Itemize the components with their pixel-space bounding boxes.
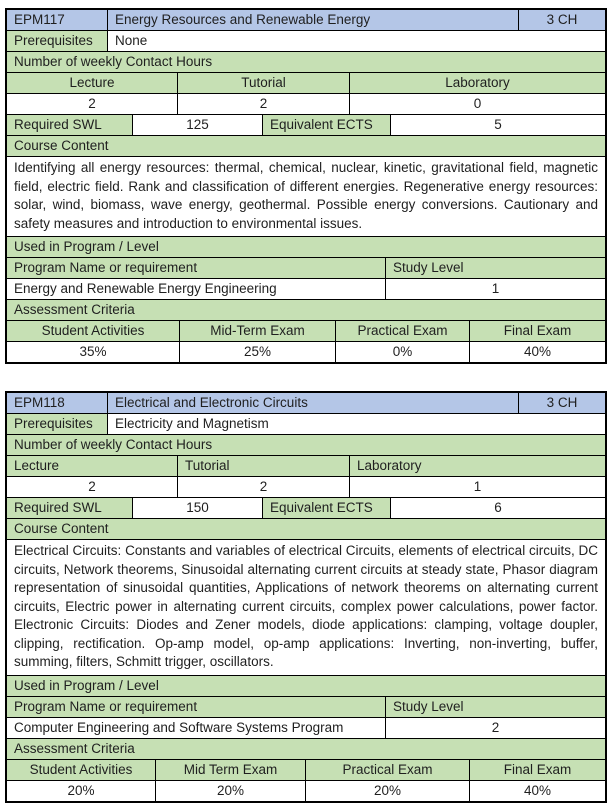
- equivalent-ects-value: 5: [390, 115, 605, 135]
- laboratory-header: Laboratory: [349, 456, 605, 476]
- course-title: Electrical and Electronic Circuits: [107, 393, 518, 413]
- contact-hours-labels-row: Lecture Tutorial Laboratory: [7, 72, 605, 93]
- course-content-header: Course Content: [7, 519, 605, 539]
- equivalent-ects-label: Equivalent ECTS: [262, 115, 390, 135]
- equivalent-ects-value: 6: [390, 498, 605, 518]
- program-name-header: Program Name or requirement: [7, 696, 385, 717]
- course-content-text: Electrical Circuits: Constants and varia…: [14, 543, 598, 669]
- assessment-value-cell: 40%: [469, 342, 605, 362]
- program-name-header: Program Name or requirement: [7, 258, 385, 278]
- prerequisites-row: Prerequisites None: [7, 30, 605, 51]
- assessment-labels-row: Student Activities Mid Term Exam Practic…: [7, 758, 605, 780]
- required-swl-label: Required SWL: [7, 498, 132, 518]
- program-level-labels-row: Program Name or requirement Study Level: [7, 257, 605, 278]
- laboratory-hours: 0: [349, 94, 605, 114]
- assessment-value-cell: 35%: [79, 344, 107, 359]
- course-content-text: Identifying all energy resources: therma…: [14, 160, 598, 231]
- prerequisites-label: Prerequisites: [7, 414, 107, 434]
- course-content-header: Course Content: [7, 136, 605, 156]
- prerequisites-value: None: [107, 31, 605, 51]
- program-name-value: Energy and Renewable Energy Engineering: [14, 281, 277, 296]
- tutorial-hours: 2: [177, 477, 349, 497]
- contact-hours-header: Number of weekly Contact Hours: [7, 435, 605, 455]
- required-swl-value: 125: [132, 115, 262, 135]
- assessment-header-row: Assessment Criteria: [7, 299, 605, 320]
- assessment-criteria-header: Assessment Criteria: [7, 738, 605, 759]
- course-content-row: Electrical Circuits: Constants and varia…: [7, 539, 605, 675]
- assessment-values-row: 20% 20% 20% 40%: [7, 779, 605, 801]
- program-name-value: Computer Engineering and Software System…: [14, 719, 344, 735]
- used-in-program-header: Used in Program / Level: [7, 675, 605, 696]
- study-level-value: 2: [385, 717, 605, 738]
- course-code: EPM118: [7, 393, 107, 413]
- assessment-value-cell: 0%: [335, 342, 469, 362]
- prerequisites-value: Electricity and Magnetism: [107, 414, 605, 434]
- assessment-header-cell: Student Activities: [7, 321, 179, 341]
- program-level-labels-row: Program Name or requirement Study Level: [7, 695, 605, 717]
- lecture-hours: 2: [88, 96, 96, 111]
- assessment-value-cell: 40%: [469, 780, 605, 801]
- tutorial-hours: 2: [177, 94, 349, 114]
- course-header-row: EPM118 Electrical and Electronic Circuit…: [7, 393, 605, 413]
- contact-hours-header-row: Number of weekly Contact Hours: [7, 434, 605, 455]
- course-header-row: EPM117 Energy Resources and Renewable En…: [7, 10, 605, 30]
- prerequisites-row: Prerequisites Electricity and Magnetism: [7, 413, 605, 434]
- course-content-row: Identifying all energy resources: therma…: [7, 156, 605, 236]
- course-content-header-row: Course Content: [7, 518, 605, 539]
- lecture-header: Lecture: [7, 73, 177, 93]
- course-table-epm118: EPM118 Electrical and Electronic Circuit…: [5, 391, 607, 803]
- contact-hours-labels-row: Lecture Tutorial Laboratory: [7, 455, 605, 476]
- required-swl-value: 150: [132, 498, 262, 518]
- program-level-values-row: Energy and Renewable Energy Engineering …: [7, 278, 605, 299]
- assessment-header-cell: Student Activities: [7, 759, 155, 780]
- assessment-header-cell: Practical Exam: [335, 321, 469, 341]
- assessment-criteria-header: Assessment Criteria: [7, 300, 605, 320]
- used-in-program-header-row: Used in Program / Level: [7, 674, 605, 696]
- assessment-value-cell: 25%: [179, 342, 335, 362]
- course-title: Energy Resources and Renewable Energy: [107, 10, 518, 30]
- swl-ects-row: Required SWL 125 Equivalent ECTS 5: [7, 114, 605, 135]
- used-in-program-header-row: Used in Program / Level: [7, 236, 605, 257]
- laboratory-hours: 1: [349, 477, 605, 497]
- contact-hours-header-row: Number of weekly Contact Hours: [7, 51, 605, 72]
- prerequisites-label: Prerequisites: [7, 31, 107, 51]
- assessment-value-cell: 20%: [155, 780, 305, 801]
- contact-hours-header: Number of weekly Contact Hours: [7, 52, 605, 72]
- study-level-header: Study Level: [385, 696, 605, 717]
- assessment-header-row: Assessment Criteria: [7, 737, 605, 759]
- study-level-header: Study Level: [385, 258, 605, 278]
- course-table-epm117: EPM117 Energy Resources and Renewable En…: [5, 8, 607, 364]
- swl-ects-row: Required SWL 150 Equivalent ECTS 6: [7, 497, 605, 518]
- assessment-header-cell: Final Exam: [469, 321, 605, 341]
- assessment-labels-row: Student Activities Mid-Term Exam Practic…: [7, 320, 605, 341]
- required-swl-label: Required SWL: [7, 115, 132, 135]
- assessment-values-row: 35% 25% 0% 40%: [7, 341, 605, 362]
- lecture-header: Lecture: [7, 456, 177, 476]
- contact-hours-values-row: 2 2 1: [7, 476, 605, 497]
- lecture-hours: 2: [88, 479, 96, 494]
- used-in-program-header: Used in Program / Level: [7, 237, 605, 257]
- tutorial-header: Tutorial: [177, 73, 349, 93]
- assessment-header-cell: Mid Term Exam: [155, 759, 305, 780]
- assessment-value-cell: 20%: [305, 780, 469, 801]
- course-content-header-row: Course Content: [7, 135, 605, 156]
- assessment-header-cell: Final Exam: [469, 759, 605, 780]
- course-code: EPM117: [7, 10, 107, 30]
- program-level-values-row: Computer Engineering and Software System…: [7, 716, 605, 738]
- contact-hours-values-row: 2 2 0: [7, 93, 605, 114]
- assessment-value-cell: 20%: [67, 782, 95, 798]
- assessment-header-cell: Mid-Term Exam: [179, 321, 335, 341]
- equivalent-ects-label: Equivalent ECTS: [262, 498, 390, 518]
- assessment-header-cell: Practical Exam: [305, 759, 469, 780]
- laboratory-header: Laboratory: [349, 73, 605, 93]
- credit-hours: 3 CH: [518, 10, 605, 30]
- tutorial-header: Tutorial: [177, 456, 349, 476]
- study-level-value: 1: [385, 279, 605, 299]
- credit-hours: 3 CH: [518, 393, 605, 413]
